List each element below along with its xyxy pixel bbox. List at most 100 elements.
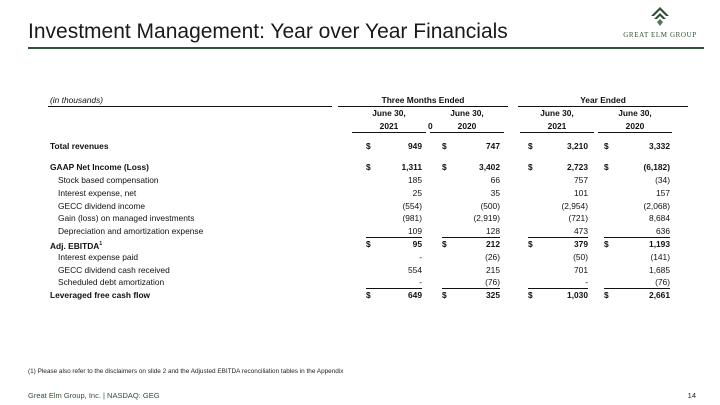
row-value: (50) (573, 251, 588, 262)
header-row-groups: (in thousands) Three Months Ended Year End… (48, 94, 688, 107)
group-header: Year Ended (580, 95, 626, 105)
row-label: Interest expense, net (58, 187, 137, 198)
subtotal-rule (528, 237, 588, 239)
currency-symbol: $ (604, 290, 609, 301)
row-value: 3,210 (567, 141, 588, 152)
currency-symbol: $ (604, 238, 609, 249)
table-row: Scheduled debt amortization - (76) - (76) (48, 276, 676, 290)
row-label: GECC dividend cash received (58, 264, 170, 275)
row-label: Gain (loss) on managed investments (58, 213, 195, 224)
subtotal-rule (366, 288, 422, 290)
row-label: Scheduled debt amortization (58, 277, 165, 288)
row-value: 649 (408, 290, 422, 301)
row-value: 1,311 (401, 162, 423, 173)
row-value: 101 (574, 187, 588, 198)
row-value: 757 (574, 174, 588, 185)
row-value: 747 (486, 141, 500, 152)
table-row: Depreciation and amortization expense 109… (48, 225, 676, 239)
table-row: Gain (loss) on managed investments (981) (… (48, 212, 676, 225)
header-row-dates: June 30, June 30, June 30, June 30, (48, 107, 676, 120)
page-title: Investment Management: Year over Year Fi… (28, 20, 508, 43)
currency-symbol: $ (442, 238, 447, 249)
row-value: - (585, 277, 588, 288)
row-label: Leveraged free cash flow (50, 290, 151, 301)
row-value: (981) (402, 213, 422, 224)
row-label: Stock based compensation (58, 174, 159, 185)
row-value: 25 (412, 187, 422, 198)
row-value: (2,919) (473, 213, 500, 224)
column-date: June 30, (618, 107, 652, 118)
spacer-row (48, 132, 676, 140)
row-value: 473 (574, 226, 588, 237)
column-year-rule (352, 131, 426, 133)
row-value: (2,954) (561, 200, 588, 211)
table-row: GAAP Net Income (Loss) $1,311 $3,402 $2,723… (48, 161, 676, 174)
row-value: - (419, 277, 422, 288)
row-value: - (419, 251, 422, 262)
column-date: June 30, (540, 107, 574, 118)
group-header-rule (338, 106, 508, 107)
currency-symbol: $ (442, 290, 447, 301)
row-value: 949 (408, 141, 422, 152)
row-value: 554 (408, 264, 422, 275)
column-year-rule (430, 131, 504, 133)
subtotal-rule (366, 237, 422, 239)
row-value: (34) (655, 174, 670, 185)
row-label: GAAP Net Income (Loss) (50, 162, 149, 173)
row-label: Depreciation and amortization expense (58, 226, 204, 237)
currency-symbol: $ (604, 141, 609, 152)
stray-zero: 0 (428, 120, 433, 131)
spacer-row (48, 153, 676, 161)
table-row: Leveraged free cash flow $649 $325 $1,030 $2… (48, 289, 676, 302)
column-year-rule (520, 131, 594, 133)
currency-symbol: $ (528, 141, 533, 152)
row-value: (76) (655, 277, 670, 288)
row-value: 109 (408, 226, 422, 237)
column-year-rule (598, 131, 672, 133)
column-year: 2021 (547, 120, 567, 131)
table-row: GECC dividend income (554) (500) (2,954) (2,… (48, 200, 676, 213)
row-value: 2,723 (567, 162, 588, 173)
row-label: Adj. EBITDA1 (50, 240, 103, 251)
logo-wordmark: GREAT ELM GROUP (623, 31, 697, 39)
row-value: 66 (490, 174, 500, 185)
table-row: GECC dividend cash received 554 215 701 1,68… (48, 264, 676, 277)
row-label: GECC dividend income (58, 200, 146, 211)
title-divider (28, 47, 704, 49)
row-value: 128 (486, 226, 500, 237)
row-label: Interest expense paid (58, 251, 139, 262)
currency-symbol: $ (366, 290, 371, 301)
footer-company: Great Elm Group, Inc. | NASDAQ: GEG (28, 391, 160, 400)
row-value: (26) (485, 251, 500, 262)
currency-symbol: $ (528, 162, 533, 173)
row-value: 1,685 (649, 264, 670, 275)
row-value: 212 (486, 238, 500, 249)
subtotal-rule (528, 288, 588, 290)
row-value: 35 (490, 187, 500, 198)
row-value: (500) (480, 200, 500, 211)
label-header-rule (48, 106, 332, 107)
footnote-marker: 1 (99, 240, 103, 247)
row-value: 3,402 (479, 162, 500, 173)
header-row-years: 2021 2020 2021 2020 0 (48, 120, 676, 133)
footnote: (1) Please also refer to the disclaimers… (28, 368, 344, 375)
table-row: Interest expense paid - (26) (50) (141) (48, 251, 676, 264)
subtotal-rule (442, 237, 500, 239)
currency-symbol: $ (442, 141, 447, 152)
row-value: 185 (408, 174, 422, 185)
units-label: (in thousands) (50, 95, 104, 105)
row-value: 379 (574, 238, 588, 249)
currency-symbol: $ (442, 162, 447, 173)
column-year: 2020 (457, 120, 477, 131)
row-value: (6,182) (643, 162, 670, 173)
column-year: 2020 (625, 120, 645, 131)
subtotal-rule (604, 288, 670, 290)
group-header: Three Months Ended (381, 95, 465, 105)
currency-symbol: $ (528, 290, 533, 301)
row-value: (141) (650, 251, 670, 262)
row-value: 3,332 (649, 141, 670, 152)
column-date: June 30, (372, 107, 406, 118)
currency-symbol: $ (366, 238, 371, 249)
subtotal-rule (442, 288, 500, 290)
row-value: 2,661 (649, 290, 670, 301)
